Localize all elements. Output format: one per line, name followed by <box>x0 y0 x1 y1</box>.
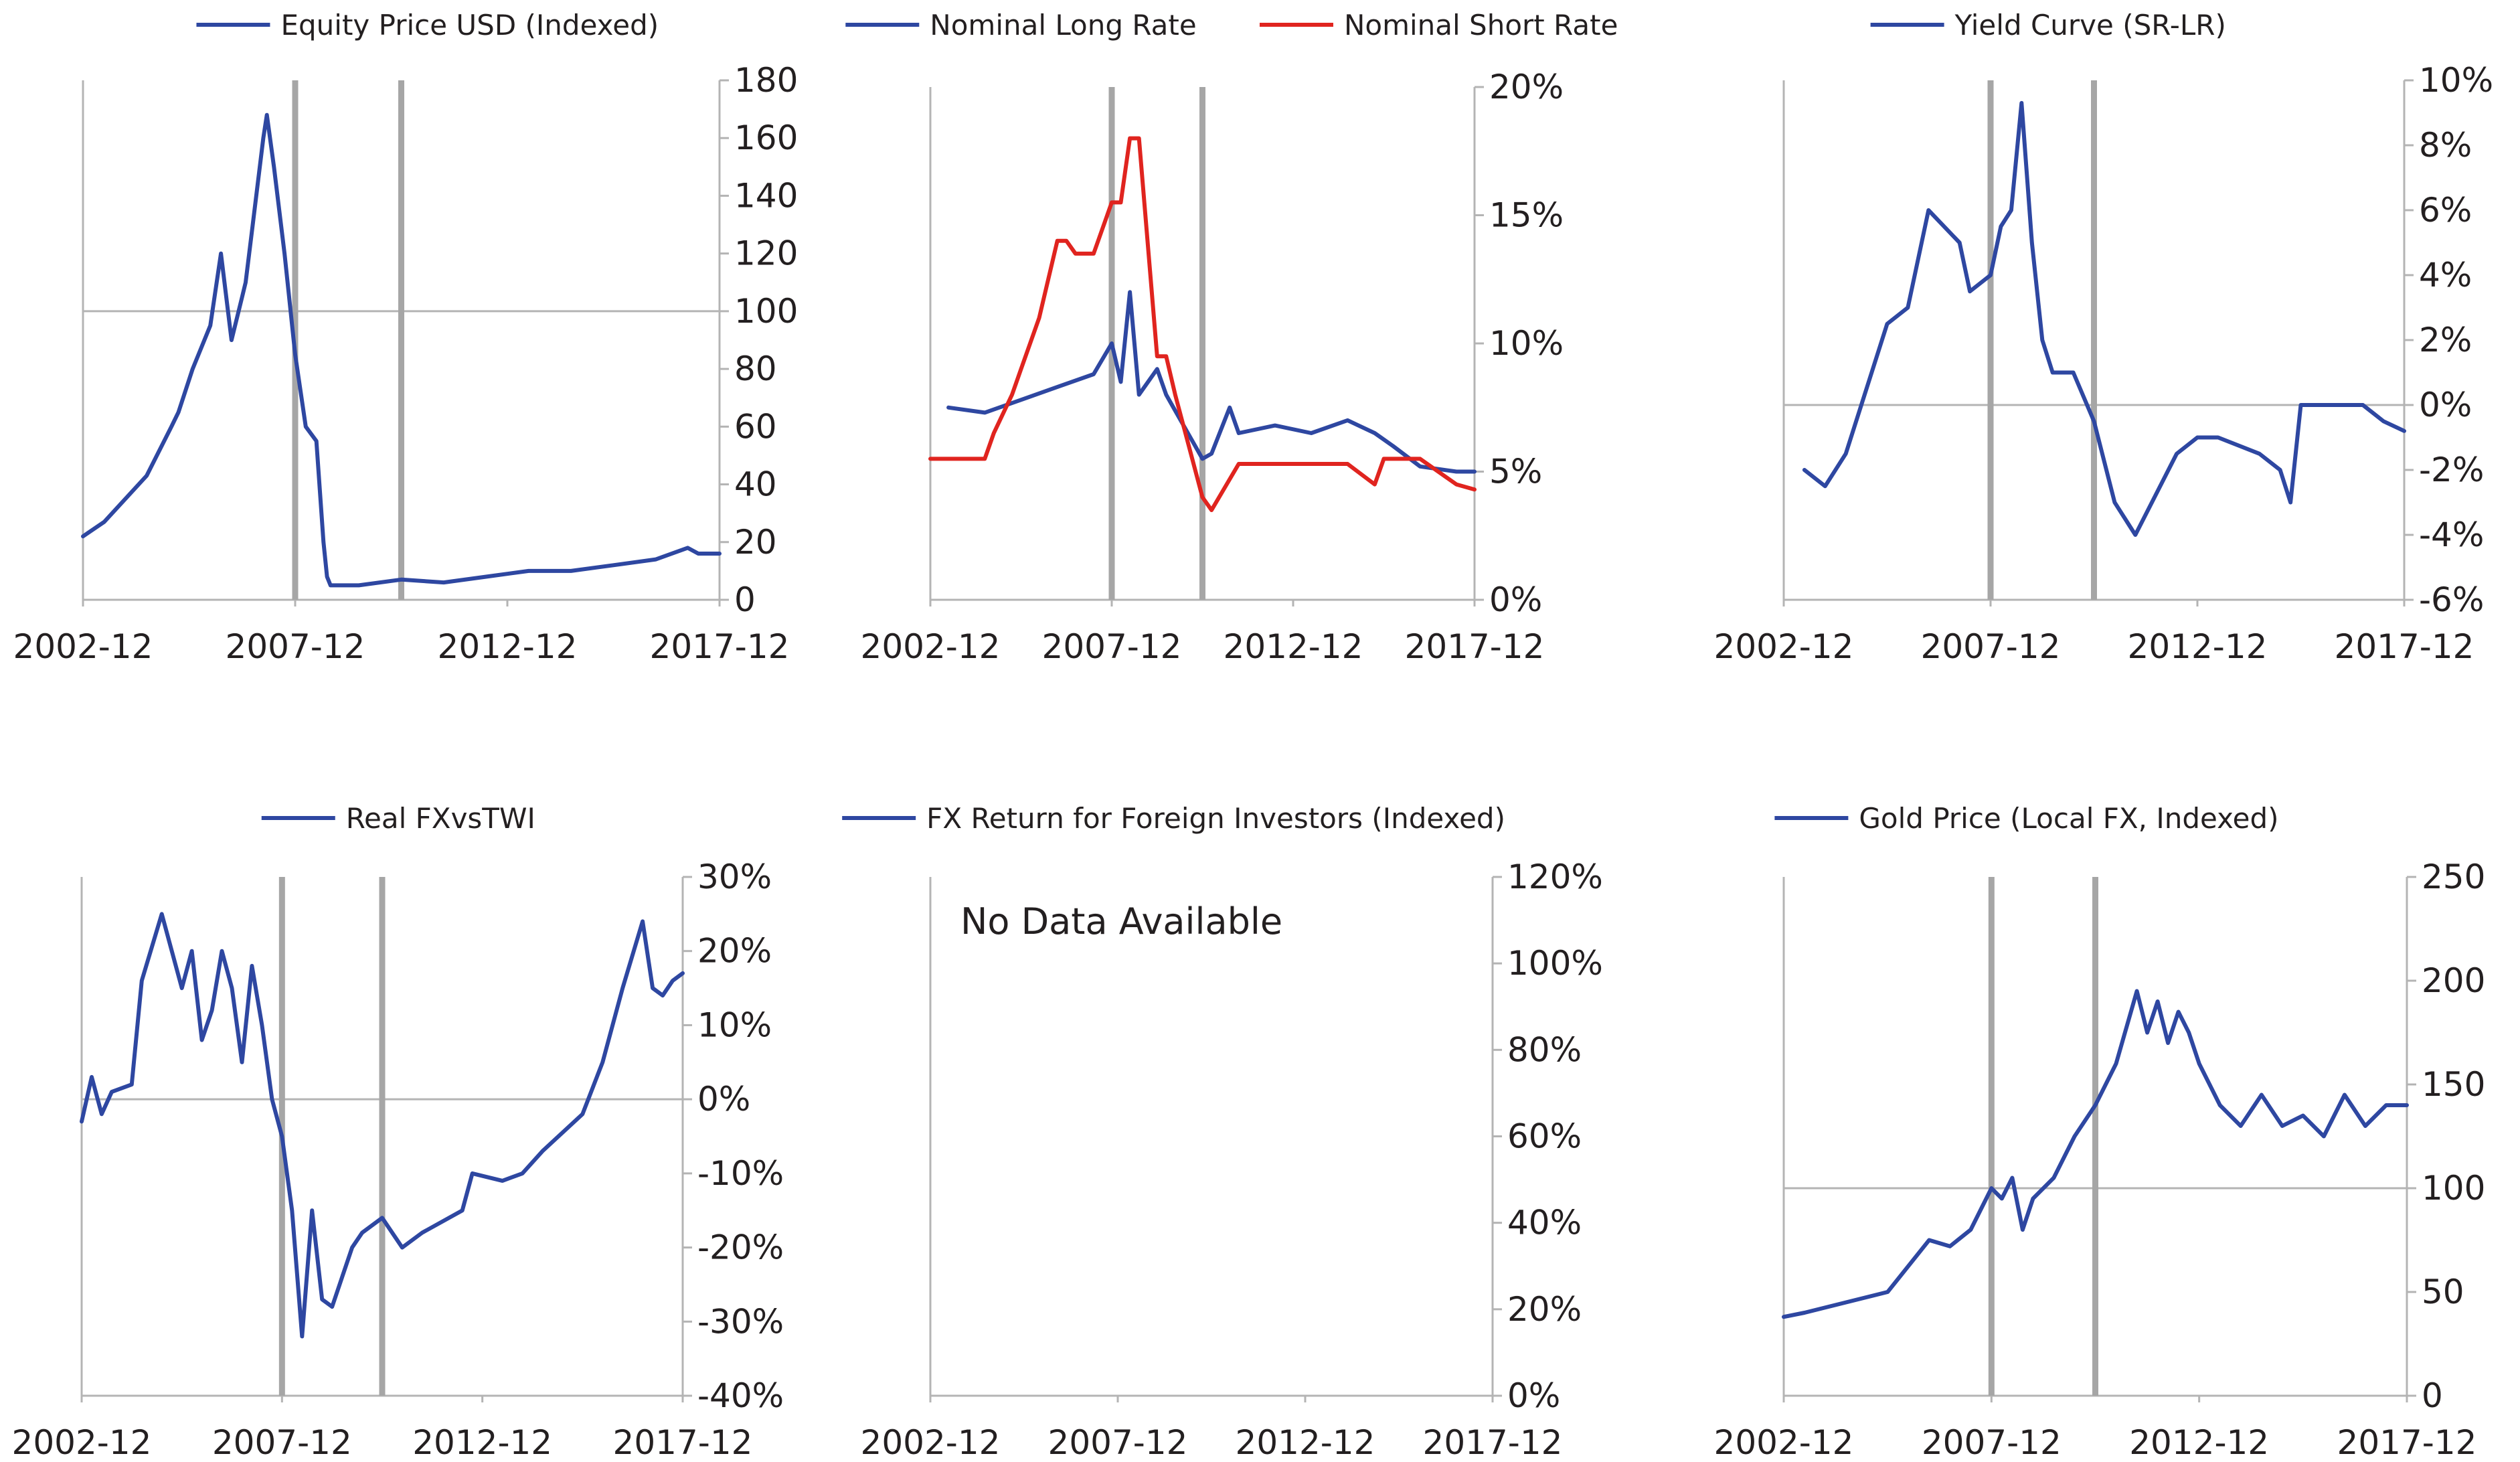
x-tick-label: 2017-12 <box>1405 627 1545 666</box>
y-tick-label: 8% <box>2419 126 2472 165</box>
x-tick-label: 2002-12 <box>1714 627 1854 666</box>
y-tick-label: 0 <box>734 580 756 619</box>
y-tick-label: 100 <box>2422 1169 2485 1208</box>
y-tick-label: -2% <box>2419 451 2484 489</box>
x-tick-label: 2012-12 <box>438 627 578 666</box>
y-tick-label: 30% <box>697 858 772 896</box>
x-tick-label: 2012-12 <box>1224 627 1363 666</box>
y-tick-label: -40% <box>697 1376 784 1415</box>
x-tick-label: 2002-12 <box>13 627 153 666</box>
legend-label: Gold Price (Local FX, Indexed) <box>1859 802 2278 835</box>
y-tick-label: 20% <box>697 932 772 971</box>
chart-fx-return: 0% 20% 40% 60% 80% 100% 120% 2002-12 2007-12 2012… <box>842 802 1603 1462</box>
y-tick-label: 0 <box>2422 1376 2443 1415</box>
y-tick-label: 4% <box>2419 256 2472 295</box>
chart-real-fx: -40% -30% -20% -10% 0% 10% 20% 30% 2002-12 2007-1… <box>12 802 784 1462</box>
legend-label: Yield Curve (SR-LR) <box>1954 9 2226 42</box>
y-tick-label: 120% <box>1507 858 1603 896</box>
legend-label: Nominal Long Rate <box>930 9 1196 42</box>
x-tick-label: 2012-12 <box>412 1423 552 1462</box>
y-tick-label: -6% <box>2419 580 2484 619</box>
x-tick-label: 2007-12 <box>226 627 365 666</box>
y-tick-label: 20% <box>1507 1290 1582 1329</box>
x-tick-label: 2007-12 <box>1048 1423 1188 1462</box>
legend-label: FX Return for Foreign Investors (Indexed… <box>926 802 1505 835</box>
y-tick-label: 5% <box>1489 453 1542 491</box>
y-tick-label: 80% <box>1507 1030 1582 1069</box>
y-tick-label: 20% <box>1489 68 1564 106</box>
chart-yield-curve: -6% -4% -2% 0% 2% 4% 6% 8% 10% 2002-12 2007-12 2012… <box>1714 9 2494 666</box>
y-tick-label: 40 <box>734 465 777 504</box>
y-tick-label: -30% <box>697 1302 784 1341</box>
y-tick-label: 60 <box>734 407 777 446</box>
chart-equity-price: 0 20 40 60 80 100 120 140 160 180 2002-12 2007-12 20… <box>13 9 799 666</box>
x-tick-label: 2002-12 <box>1714 1423 1854 1462</box>
y-tick-label: 160 <box>734 118 798 157</box>
y-tick-label: 15% <box>1489 196 1564 235</box>
x-tick-label: 2017-12 <box>2337 1423 2477 1462</box>
y-tick-label: 6% <box>2419 191 2472 230</box>
x-tick-label: 2017-12 <box>613 1423 753 1462</box>
x-tick-label: 2002-12 <box>861 1423 1001 1462</box>
x-tick-label: 2017-12 <box>1423 1423 1563 1462</box>
chart-nominal-rates: 0% 5% 10% 15% 20% 2002-12 2007-12 2012-12 2017-1… <box>845 9 1618 666</box>
legend-label: Nominal Short Rate <box>1344 9 1618 42</box>
x-tick-label: 2007-12 <box>212 1423 352 1462</box>
y-tick-label: 150 <box>2422 1065 2485 1104</box>
x-tick-label: 2002-12 <box>861 627 1001 666</box>
y-tick-label: 140 <box>734 176 798 215</box>
y-tick-label: 10% <box>697 1005 772 1044</box>
x-tick-label: 2007-12 <box>1921 627 2061 666</box>
series-line <box>81 112 722 588</box>
x-tick-label: 2017-12 <box>650 627 790 666</box>
y-tick-label: 200 <box>2422 961 2485 1000</box>
series-line <box>946 290 1477 474</box>
x-tick-label: 2012-12 <box>1236 1423 1375 1462</box>
y-tick-label: 10% <box>1489 324 1564 363</box>
y-tick-label: 20 <box>734 523 777 562</box>
y-tick-label: 10% <box>2419 61 2493 100</box>
y-tick-label: 180 <box>734 61 798 100</box>
series-line <box>1802 100 2406 537</box>
y-tick-label: 250 <box>2422 858 2485 896</box>
series-line <box>928 136 1477 512</box>
x-tick-label: 2012-12 <box>2128 627 2268 666</box>
y-tick-label: 2% <box>2419 321 2472 359</box>
y-tick-label: 0% <box>1489 580 1542 619</box>
x-tick-label: 2007-12 <box>1922 1423 2062 1462</box>
series-line <box>80 912 685 1339</box>
y-tick-label: 120 <box>734 234 798 273</box>
y-tick-label: -20% <box>697 1228 784 1267</box>
x-tick-label: 2002-12 <box>12 1423 152 1462</box>
x-tick-label: 2007-12 <box>1042 627 1182 666</box>
y-tick-label: 100 <box>734 292 798 331</box>
y-tick-label: 0% <box>697 1080 750 1119</box>
no-data-annotation: No Data Available <box>960 900 1282 943</box>
y-tick-label: 40% <box>1507 1204 1582 1242</box>
y-tick-label: 50 <box>2422 1273 2464 1311</box>
chart-gold-price: 0 50 100 150 200 250 2002-12 2007-12 2012-12 2017… <box>1714 802 2486 1462</box>
y-tick-label: 0% <box>2419 386 2472 424</box>
y-tick-label: -10% <box>697 1154 784 1193</box>
y-tick-label: 0% <box>1507 1376 1560 1415</box>
series-line <box>1782 989 2409 1319</box>
y-tick-label: 100% <box>1507 944 1603 983</box>
x-tick-label: 2012-12 <box>2129 1423 2269 1462</box>
legend-label: Real FXvsTWI <box>346 802 535 835</box>
legend-label: Equity Price USD (Indexed) <box>280 9 659 42</box>
x-tick-label: 2017-12 <box>2335 627 2474 666</box>
y-tick-label: -4% <box>2419 515 2484 554</box>
y-tick-label: 60% <box>1507 1117 1582 1156</box>
y-tick-label: 80 <box>734 349 777 388</box>
